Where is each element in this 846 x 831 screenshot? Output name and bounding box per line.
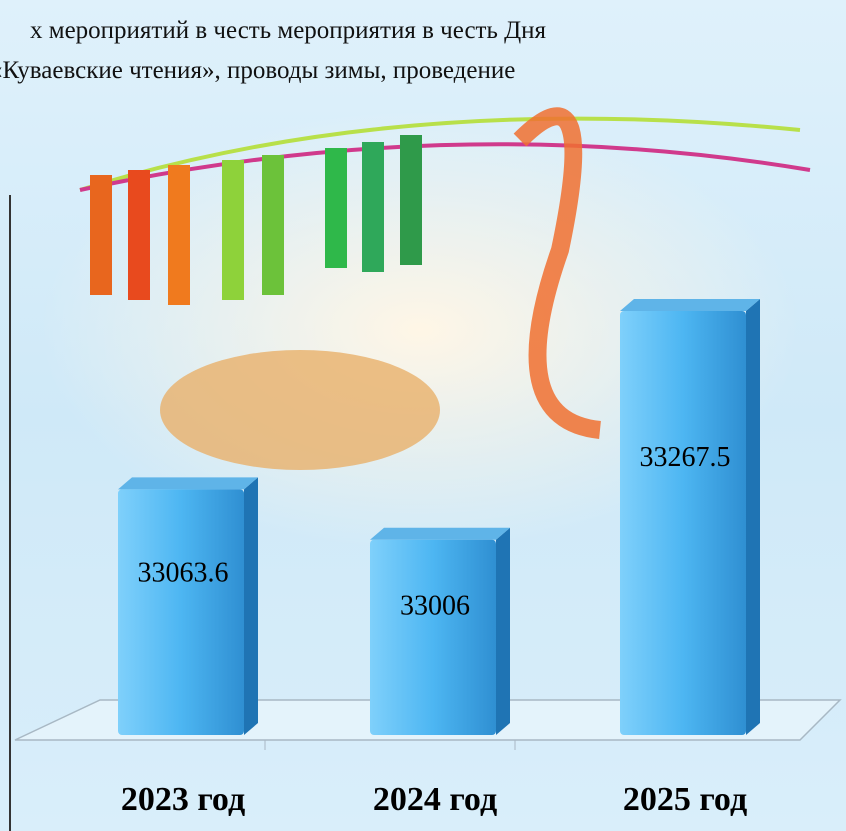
bar	[370, 539, 496, 735]
bar-top	[620, 298, 760, 311]
value-label: 33063.6	[138, 558, 229, 589]
bar-side	[746, 298, 760, 735]
bar-top	[370, 527, 510, 540]
value-label: 33267.5	[640, 442, 731, 473]
bar-side	[244, 477, 258, 735]
decoration	[79, 107, 811, 470]
x-tick-label: 2024 год	[373, 781, 497, 818]
bar-side	[496, 527, 510, 735]
value-label: 33006	[400, 591, 470, 622]
x-tick-label: 2023 год	[121, 781, 245, 818]
bar-top	[118, 477, 258, 490]
bar	[620, 310, 746, 735]
header-line: «Куваевские чтения», проводы зимы, прове…	[0, 57, 515, 84]
bar	[118, 489, 244, 735]
header-line: х мероприятий в честь мероприятия в чест…	[30, 17, 547, 44]
x-tick-label: 2025 год	[623, 781, 747, 818]
